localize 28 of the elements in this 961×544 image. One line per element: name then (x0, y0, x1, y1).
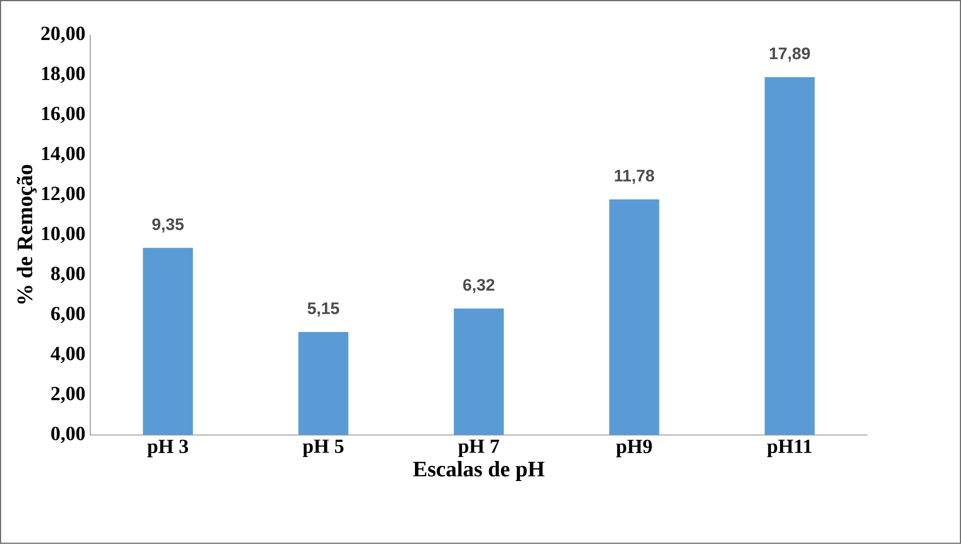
data-label: 5,15 (308, 302, 340, 317)
x-tick-label: pH 7 (458, 440, 500, 458)
data-label: 17,89 (770, 48, 810, 62)
bar (454, 308, 504, 436)
y-tick-label: 10,00 (42, 226, 85, 244)
bar (764, 77, 815, 436)
x-tick-label: pH11 (767, 440, 812, 458)
y-tick-label: 6,00 (51, 306, 85, 324)
y-tick-label: 12,00 (42, 186, 85, 204)
x-tick-label: pH 5 (302, 440, 344, 458)
bar (298, 332, 348, 436)
y-tick-label: 18,00 (42, 66, 85, 84)
bar (142, 248, 193, 436)
x-axis-title: Escalas de pH (413, 461, 544, 482)
x-tick-label: pH 3 (147, 440, 188, 458)
x-tick-label: pH9 (616, 440, 652, 458)
y-tick-label: 2,00 (51, 386, 85, 404)
y-axis-title: % de Remoção (16, 164, 37, 304)
y-tick-label: 4,00 (50, 346, 85, 364)
data-label: 6,32 (463, 279, 494, 294)
y-tick-label: 20,00 (41, 26, 85, 44)
y-tick-label: 16,00 (42, 106, 85, 124)
y-tick-label: 8,00 (51, 266, 85, 284)
bar (609, 199, 660, 436)
data-label: 9,35 (152, 218, 184, 233)
data-label: 11,78 (614, 170, 654, 184)
y-tick-label: 14,00 (42, 146, 85, 164)
y-tick-label: 0,00 (51, 426, 85, 444)
